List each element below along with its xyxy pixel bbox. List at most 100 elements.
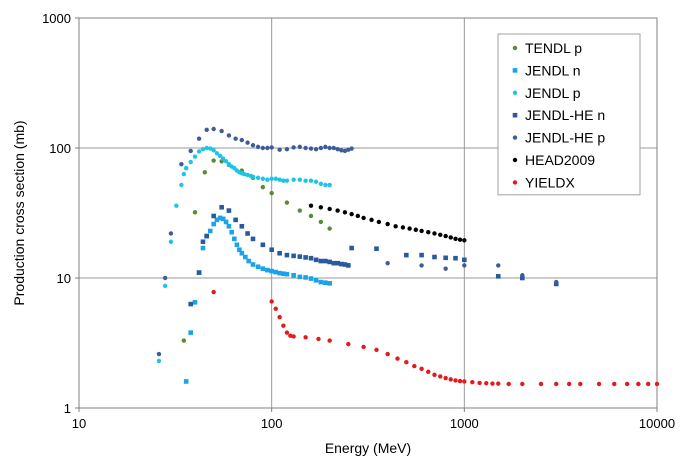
- data-point: [156, 358, 162, 364]
- data-point: [277, 147, 282, 152]
- y-tick-label: 10: [57, 271, 71, 286]
- data-point: [281, 323, 286, 328]
- series-layer: [156, 126, 660, 387]
- data-point: [612, 381, 617, 387]
- data-point: [188, 301, 194, 307]
- data-point: [219, 204, 224, 210]
- data-point: [246, 258, 252, 264]
- data-point: [339, 261, 344, 267]
- data-point: [462, 379, 467, 384]
- data-point: [369, 217, 374, 223]
- data-point: [162, 275, 168, 281]
- data-point: [303, 275, 308, 280]
- data-point: [291, 145, 296, 150]
- data-point: [342, 262, 348, 267]
- data-point: [361, 344, 366, 350]
- data-point: [250, 236, 256, 242]
- data-point: [179, 182, 184, 188]
- series-6: [211, 289, 660, 387]
- data-point: [217, 215, 223, 221]
- data-point: [327, 182, 332, 188]
- data-point: [496, 381, 501, 386]
- data-point: [245, 140, 250, 145]
- data-point: [645, 381, 651, 387]
- data-point: [226, 223, 232, 229]
- data-point: [484, 381, 489, 386]
- data-point: [211, 158, 216, 163]
- data-point: [214, 217, 220, 223]
- data-point: [284, 330, 290, 335]
- data-point: [578, 381, 583, 387]
- data-point: [554, 279, 559, 285]
- data-point: [208, 146, 213, 151]
- legend-label: HEAD2009: [525, 152, 595, 168]
- data-point: [432, 231, 437, 236]
- data-point: [566, 381, 572, 387]
- data-point: [342, 210, 348, 215]
- data-point: [297, 177, 303, 182]
- data-point: [374, 246, 379, 252]
- data-point: [168, 239, 174, 244]
- data-point: [327, 145, 332, 151]
- data-point: [313, 257, 319, 263]
- data-point: [291, 253, 296, 259]
- data-point: [323, 144, 328, 150]
- data-point: [179, 162, 184, 167]
- data-point: [438, 374, 443, 379]
- data-point: [462, 263, 467, 268]
- data-point: [520, 381, 525, 387]
- legend-marker: [512, 135, 518, 140]
- data-point: [281, 271, 286, 276]
- data-point: [426, 230, 431, 235]
- data-point: [520, 275, 525, 281]
- x-axis: 10 100 1000 10000: [72, 408, 675, 431]
- data-point: [538, 381, 544, 387]
- data-point: [202, 170, 208, 175]
- data-point: [239, 223, 245, 229]
- data-point: [554, 381, 559, 387]
- data-point: [250, 262, 256, 267]
- data-point: [308, 146, 314, 151]
- data-point: [438, 232, 443, 237]
- data-point: [211, 221, 216, 227]
- data-point: [233, 217, 238, 223]
- data-point: [196, 270, 202, 275]
- data-point: [308, 178, 314, 183]
- data-point: [385, 221, 390, 227]
- data-point: [453, 255, 458, 261]
- data-point: [260, 266, 266, 271]
- data-point: [204, 127, 209, 133]
- series-4: [156, 126, 559, 357]
- data-point: [192, 154, 198, 159]
- data-point: [346, 263, 351, 268]
- data-point: [204, 145, 209, 151]
- data-point: [239, 137, 245, 143]
- data-point: [219, 128, 224, 134]
- data-point: [361, 215, 366, 221]
- data-point: [327, 259, 332, 265]
- legend-label: JENDL n: [525, 62, 581, 78]
- data-point: [196, 149, 202, 154]
- data-point: [407, 226, 412, 231]
- data-point: [432, 372, 437, 378]
- data-point: [303, 335, 308, 340]
- data-point: [284, 200, 290, 205]
- data-point: [284, 178, 290, 183]
- data-point: [297, 274, 303, 280]
- x-tick-label: 100: [261, 416, 283, 431]
- data-point: [413, 227, 419, 232]
- data-point: [331, 260, 337, 266]
- data-point: [260, 242, 266, 248]
- legend-marker: [512, 157, 518, 163]
- data-point: [443, 255, 448, 261]
- legend-marker: [512, 45, 518, 51]
- legend-label: TENDL p: [525, 40, 582, 56]
- data-point: [419, 228, 424, 234]
- data-point: [349, 146, 354, 151]
- data-point: [477, 380, 482, 386]
- legend-box: [497, 33, 641, 196]
- data-point: [269, 247, 274, 253]
- data-point: [453, 236, 458, 242]
- data-point: [265, 267, 270, 273]
